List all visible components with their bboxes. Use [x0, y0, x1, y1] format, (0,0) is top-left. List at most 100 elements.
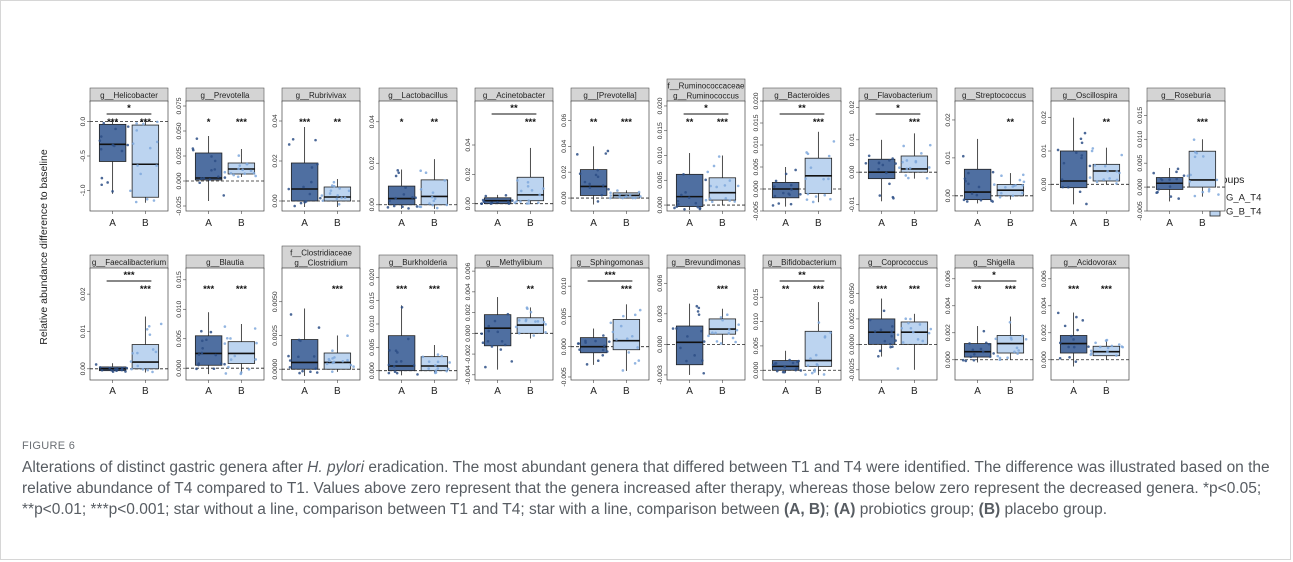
data-point — [151, 370, 154, 374]
data-point — [904, 174, 908, 177]
data-point — [704, 198, 708, 202]
data-point — [602, 334, 605, 337]
data-point — [289, 313, 293, 316]
x-tick-label: B — [527, 386, 534, 397]
data-point — [200, 351, 204, 355]
data-point — [822, 177, 825, 181]
box — [771, 181, 800, 199]
data-point — [1094, 341, 1097, 345]
data-point — [431, 203, 435, 207]
data-point — [195, 367, 198, 371]
data-point — [229, 171, 233, 175]
data-point — [814, 195, 818, 198]
data-point — [594, 339, 597, 343]
data-point — [673, 206, 676, 210]
sig-stars-b: ** — [431, 117, 439, 128]
data-point — [126, 125, 130, 128]
data-point — [148, 333, 152, 336]
data-point — [1089, 353, 1093, 356]
data-point — [108, 366, 111, 370]
box — [612, 319, 641, 351]
data-point — [727, 328, 731, 331]
data-point — [129, 189, 132, 193]
data-point — [890, 334, 893, 338]
data-point — [687, 196, 691, 199]
data-point — [694, 201, 698, 205]
data-point — [921, 339, 925, 343]
sig-stars-a: *** — [1068, 284, 1079, 295]
comparison-stars: * — [704, 103, 708, 114]
data-point — [715, 185, 718, 189]
data-point — [982, 329, 986, 333]
x-tick-label: A — [590, 218, 597, 229]
data-point — [1058, 341, 1062, 345]
boxplot-figure: Relative abundance difference to baselin… — [38, 78, 1261, 397]
data-point — [1106, 346, 1110, 350]
data-point — [434, 364, 437, 367]
y-tick-label: 0.000 — [176, 359, 183, 376]
data-point — [711, 331, 714, 335]
data-point — [399, 360, 403, 363]
data-point — [544, 323, 547, 326]
data-point — [198, 181, 201, 185]
y-tick-label: 0.000 — [753, 180, 760, 197]
data-point — [904, 317, 908, 321]
data-point — [981, 350, 985, 354]
data-point — [1081, 319, 1085, 322]
x-tick-label: B — [334, 218, 341, 229]
data-point — [253, 327, 257, 330]
data-point — [434, 369, 438, 372]
panel-title: g__Shigella — [973, 258, 1015, 267]
y-tick-label: 0.010 — [753, 313, 760, 330]
caption-text: probiotics group; — [855, 501, 979, 518]
data-point — [336, 194, 340, 197]
panel-title: g__Oscillospira — [1063, 91, 1118, 100]
data-point — [395, 371, 399, 375]
data-point — [881, 163, 885, 167]
data-point — [302, 185, 305, 189]
data-point — [721, 318, 724, 322]
panel-title: g__Streptococcus — [962, 91, 1026, 100]
sig-stars-a: *** — [876, 284, 887, 295]
data-point — [1021, 184, 1025, 187]
data-point — [309, 370, 312, 374]
data-point — [1060, 178, 1064, 181]
data-point — [99, 135, 103, 138]
y-tick-label: 0.02 — [272, 154, 279, 167]
x-tick-label: A — [398, 218, 405, 229]
box — [675, 173, 704, 207]
y-tick-label: 0.00 — [561, 191, 568, 204]
data-point — [794, 368, 798, 372]
data-point — [682, 172, 685, 176]
data-point — [430, 195, 434, 199]
x-tick-label: A — [878, 218, 885, 229]
data-point — [734, 340, 737, 344]
data-point — [530, 189, 534, 192]
data-point — [233, 354, 237, 358]
data-point — [327, 357, 331, 361]
data-point — [154, 350, 158, 354]
data-point — [303, 201, 306, 204]
data-point — [633, 362, 637, 365]
data-point — [252, 171, 256, 175]
data-point — [298, 371, 301, 375]
panel-title: g__Coprococcus — [868, 258, 928, 267]
data-point — [879, 328, 883, 332]
data-point — [537, 201, 540, 204]
data-point — [1115, 354, 1118, 357]
x-tick-label: B — [1103, 218, 1110, 229]
x-tick-label: B — [815, 386, 822, 397]
data-point — [146, 368, 150, 372]
sig-stars-b: *** — [621, 117, 632, 128]
data-point — [969, 355, 973, 359]
data-point — [962, 198, 966, 202]
data-point — [114, 127, 117, 131]
data-point — [141, 367, 145, 371]
data-point — [155, 140, 159, 144]
data-point — [709, 184, 712, 188]
data-point — [1159, 177, 1163, 181]
x-tick-label: A — [1070, 386, 1077, 397]
data-point — [636, 346, 639, 349]
data-point — [710, 200, 714, 204]
data-point — [316, 162, 319, 166]
